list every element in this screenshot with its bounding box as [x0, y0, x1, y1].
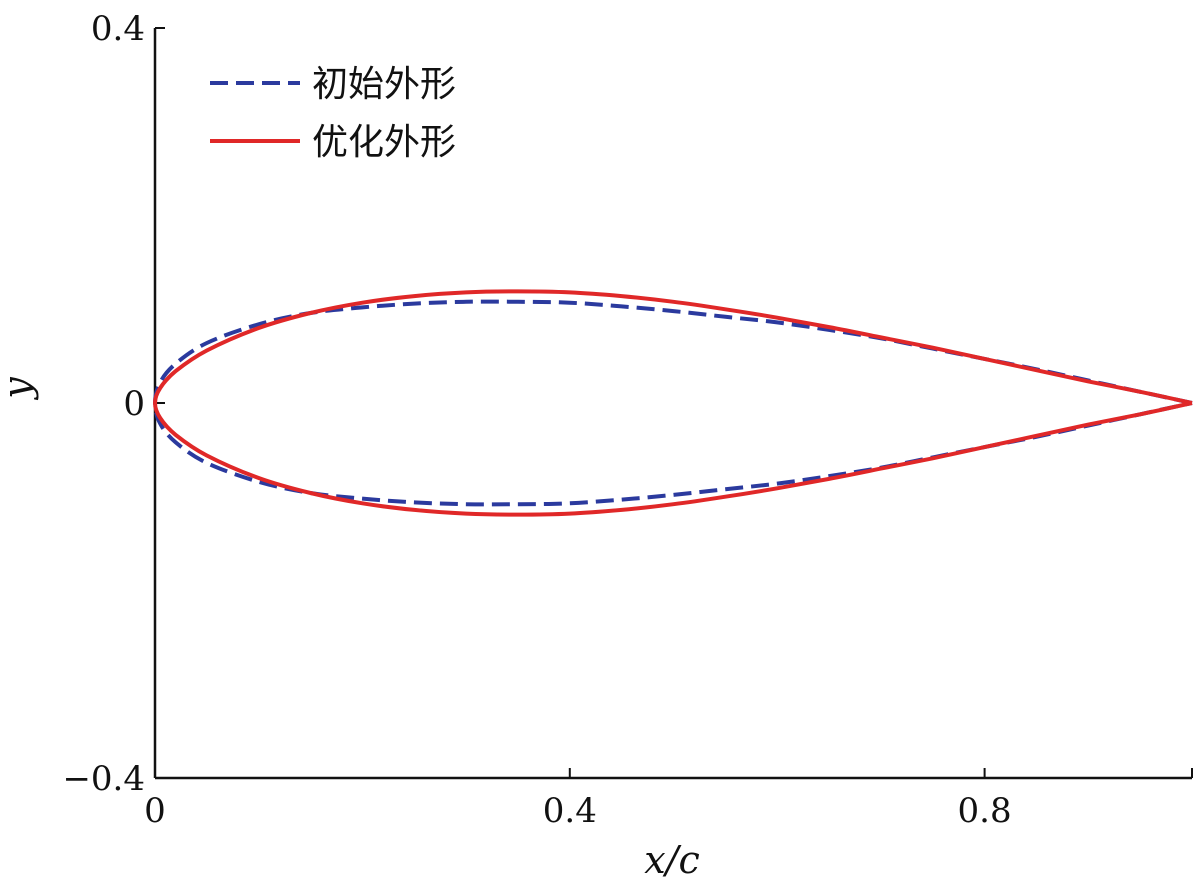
y-tick-label: −0.4 [62, 759, 145, 799]
series-layer [153, 289, 1193, 517]
x-axis-label: x/c [644, 838, 700, 882]
legend-label-optimized: 优化外形 [312, 122, 456, 163]
legend-label-initial: 初始外形 [312, 64, 456, 105]
x-tick-label: 0 [144, 791, 166, 831]
y-tick-label: 0 [123, 384, 145, 424]
axes: 0 0.4 0.80.40−0.4 [62, 9, 1193, 831]
x-tick-label: 0.8 [958, 791, 1012, 831]
series-optimized-line [153, 289, 1193, 517]
y-tick-label: 0.4 [91, 9, 145, 49]
x-tick-label: 0.4 [543, 791, 597, 831]
series-initial-line [153, 299, 1193, 507]
y-axis-label: y [0, 377, 39, 401]
